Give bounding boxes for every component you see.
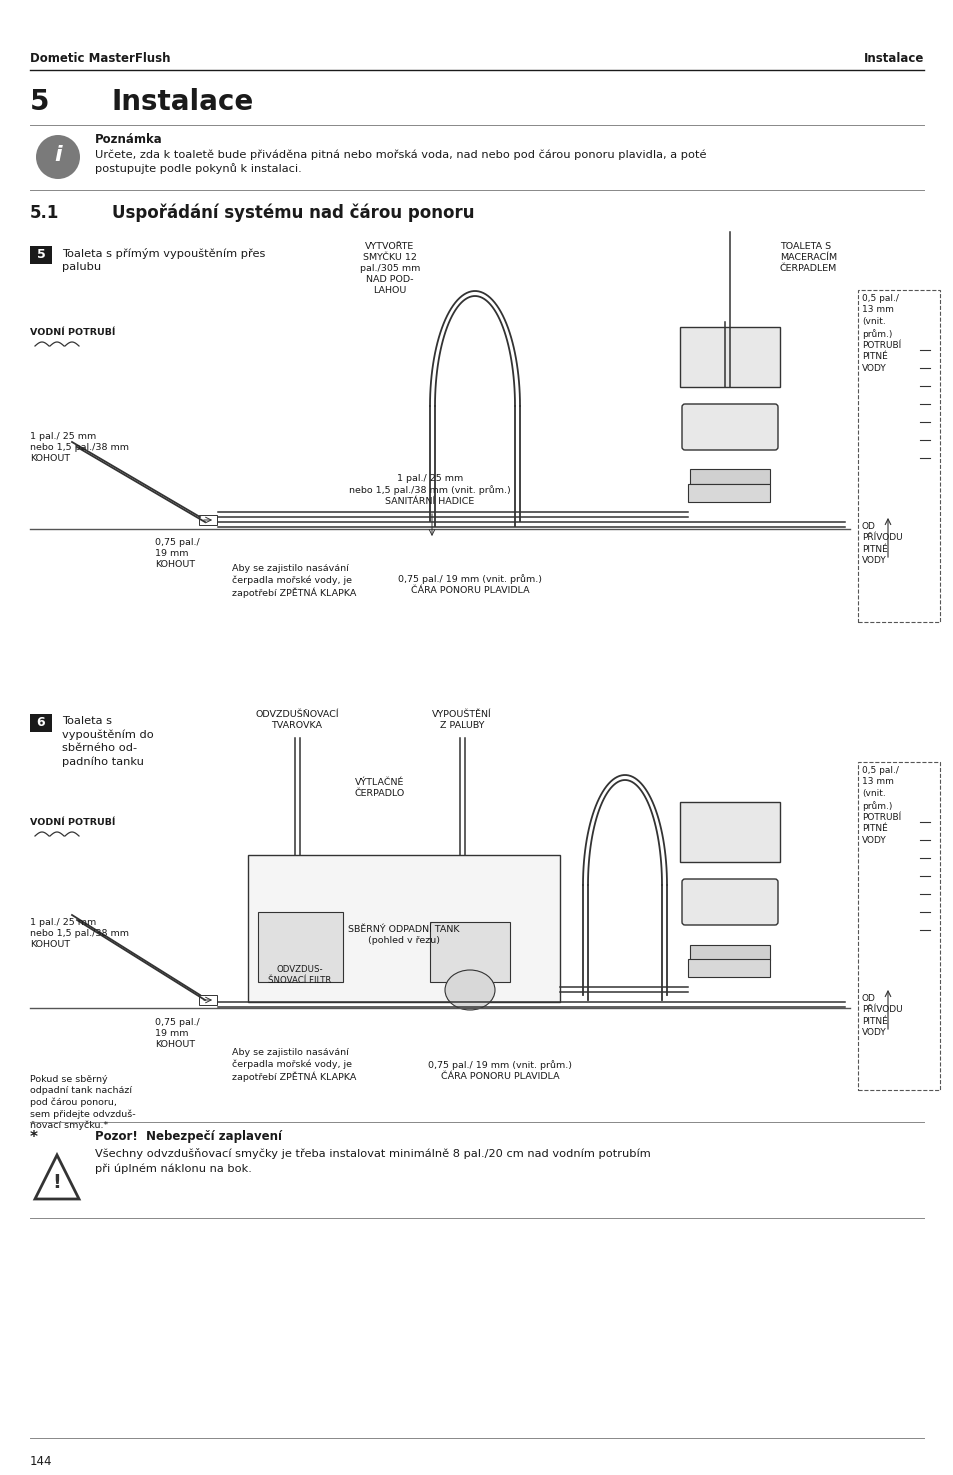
Ellipse shape (444, 971, 495, 1010)
Text: Pokud se sběrný
odpadní tank nachází
pod čárou ponoru,
sem přidejte odvzduš-
ňov: Pokud se sběrný odpadní tank nachází pod… (30, 1075, 135, 1130)
Text: Aby se zajistilo nasávání
čerpadla mořské vody, je
zapotřebí ZPĚTNÁ KLAPKA: Aby se zajistilo nasávání čerpadla mořsk… (232, 563, 356, 597)
Bar (857, 291, 939, 622)
Text: postupujte podle pokynů k instalaci.: postupujte podle pokynů k instalaci. (95, 164, 301, 174)
Text: Poznámka: Poznámka (95, 133, 163, 146)
Bar (679, 802, 780, 861)
Text: 5: 5 (36, 248, 46, 261)
Bar (687, 959, 769, 976)
Text: 5.1: 5.1 (30, 204, 59, 223)
Text: 6: 6 (36, 717, 45, 730)
Text: Všechny odvzdušňovací smyčky je třeba instalovat minimálně 8 pal./20 cm nad vodn: Všechny odvzdušňovací smyčky je třeba in… (95, 1148, 650, 1174)
Text: 144: 144 (30, 1454, 52, 1468)
Bar (679, 327, 780, 386)
Text: VÝTLAČNÉ
ČERPADLO: VÝTLAČNÉ ČERPADLO (355, 777, 405, 798)
Text: Toaleta s
vypouštěním do
sběrného od-
padního tanku: Toaleta s vypouštěním do sběrného od- pa… (62, 715, 153, 767)
Bar (30, 246, 52, 264)
Text: ODVZDUS-
ŠNOVACÍ FILTR: ODVZDUS- ŠNOVACÍ FILTR (268, 965, 332, 985)
Text: 1 pal./ 25 mm
nebo 1,5 pal./38 mm (vnit. prům.)
SANITÁRNÍ HADICE: 1 pal./ 25 mm nebo 1,5 pal./38 mm (vnit.… (349, 473, 511, 506)
Text: i: i (54, 145, 62, 165)
Text: Aby se zajistilo nasávání
čerpadla mořské vody, je
zapotřebí ZPĚTNÁ KLAPKA: Aby se zajistilo nasávání čerpadla mořsk… (232, 1049, 356, 1081)
Text: Toaleta s přímým vypouštěním přes
palubu: Toaleta s přímým vypouštěním přes palubu (62, 248, 265, 273)
Text: Uspořádání systému nad čárou ponoru: Uspořádání systému nad čárou ponoru (112, 204, 474, 223)
Text: 0,5 pal./
13 mm
(vnit.
prům.)
POTRUBÍ
PITNÉ
VODY: 0,5 pal./ 13 mm (vnit. prům.) POTRUBÍ PI… (862, 294, 901, 373)
Text: OD
PŘÍVODU
PITNÉ
VODY: OD PŘÍVODU PITNÉ VODY (862, 522, 902, 565)
Text: Určete, zda k toaletě bude přiváděna pitná nebo mořská voda, nad nebo pod čárou : Určete, zda k toaletě bude přiváděna pit… (95, 149, 706, 159)
Text: VYPOUŠTĚNÍ
Z PALUBY: VYPOUŠTĚNÍ Z PALUBY (432, 709, 492, 730)
Text: VYTVOŘTE
SMYČKU 12
pal./305 mm
NAD POD-
LAHOU: VYTVOŘTE SMYČKU 12 pal./305 mm NAD POD- … (359, 242, 419, 295)
Text: 5: 5 (30, 88, 50, 117)
Text: Dometic MasterFlush: Dometic MasterFlush (30, 52, 171, 65)
Text: 0,75 pal./ 19 mm (vnit. prům.)
ČÁRA PONORU PLAVIDLA: 0,75 pal./ 19 mm (vnit. prům.) ČÁRA PONO… (428, 1061, 572, 1081)
Text: 1 pal./ 25 mm
nebo 1,5 pal./38 mm
KOHOUT: 1 pal./ 25 mm nebo 1,5 pal./38 mm KOHOUT (30, 917, 129, 950)
Text: ODVZDUŠŇOVACÍ
TVAROVKA: ODVZDUŠŇOVACÍ TVAROVKA (254, 709, 338, 730)
Circle shape (36, 136, 80, 178)
Bar (689, 469, 769, 484)
FancyBboxPatch shape (681, 879, 778, 925)
Text: Instalace: Instalace (862, 52, 923, 65)
Text: 1 pal./ 25 mm
nebo 1,5 pal./38 mm
KOHOUT: 1 pal./ 25 mm nebo 1,5 pal./38 mm KOHOUT (30, 432, 129, 463)
Bar (257, 912, 343, 982)
Text: 0,75 pal./
19 mm
KOHOUT: 0,75 pal./ 19 mm KOHOUT (154, 538, 199, 569)
Bar (199, 515, 216, 525)
Bar (199, 996, 216, 1004)
Text: VODNÍ POTRUBÍ: VODNÍ POTRUBÍ (30, 819, 115, 827)
Text: OD
PŘÍVODU
PITNÉ
VODY: OD PŘÍVODU PITNÉ VODY (862, 994, 902, 1037)
Bar (689, 945, 769, 960)
FancyBboxPatch shape (681, 404, 778, 450)
Text: Pozor!  Nebezpečí zaplavení: Pozor! Nebezpečí zaplavení (95, 1130, 282, 1143)
Text: 0,75 pal./
19 mm
KOHOUT: 0,75 pal./ 19 mm KOHOUT (154, 1018, 199, 1049)
Polygon shape (35, 1155, 79, 1199)
Bar (248, 855, 559, 1002)
Text: 0,75 pal./ 19 mm (vnit. prům.)
ČÁRA PONORU PLAVIDLA: 0,75 pal./ 19 mm (vnit. prům.) ČÁRA PONO… (397, 574, 541, 594)
Text: SBĚRNÝ ODPADNÍ TANK
(pohled v řezu): SBĚRNÝ ODPADNÍ TANK (pohled v řezu) (348, 925, 459, 945)
Bar (687, 484, 769, 502)
Bar (30, 714, 52, 732)
Text: TOALETA S
MACERACÍM
ČERPADLEM: TOALETA S MACERACÍM ČERPADLEM (780, 242, 837, 273)
Text: Instalace: Instalace (112, 88, 254, 117)
Text: *: * (30, 1130, 38, 1145)
Bar (857, 763, 939, 1090)
Text: !: ! (52, 1174, 61, 1192)
Bar (430, 922, 510, 982)
Text: VODNÍ POTRUBÍ: VODNÍ POTRUBÍ (30, 327, 115, 336)
Text: 0,5 pal./
13 mm
(vnit.
prům.)
POTRUBÍ
PITNÉ
VODY: 0,5 pal./ 13 mm (vnit. prům.) POTRUBÍ PI… (862, 766, 901, 845)
